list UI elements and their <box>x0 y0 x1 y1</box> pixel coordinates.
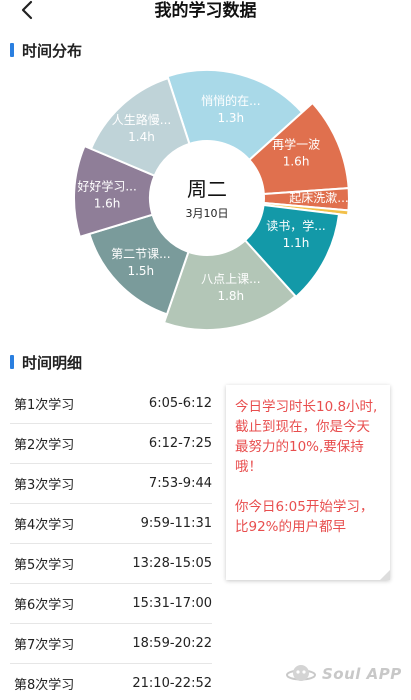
time-distribution-donut: 周二 3月10日 悄悄的在... 1.3h 再学一波 1.6h 起床洗漱... 读书，学.… <box>73 69 350 331</box>
session-time: 9:59-11:31 <box>140 516 212 531</box>
section-distribution-title: 时间分布 <box>22 41 83 60</box>
session-time: 13:28-15:05 <box>132 556 212 571</box>
slice-value-label: 1.8h <box>217 289 244 303</box>
donut-center <box>150 141 264 255</box>
page-title: 我的学习数据 <box>154 1 257 21</box>
note-duration-text: 今日学习时长10.8小时,截止到现在，你是今天最努力的10%,要保持哦！ <box>235 399 378 475</box>
watermark-text: Soul APP <box>322 665 402 683</box>
planet-logo-icon <box>286 665 316 681</box>
session-table: 第1次学习 6:05-6:12 第2次学习 6:12-7:25 第3次学习 7:53-… <box>10 384 212 700</box>
slice-value-label: 1.6h <box>283 155 310 169</box>
table-row: 第8次学习 21:10-22:52 <box>10 664 212 700</box>
session-time: 7:53-9:44 <box>148 476 212 491</box>
session-label: 第5次学习 <box>14 558 75 573</box>
session-label: 第2次学习 <box>14 438 75 453</box>
watermark: Soul APP <box>286 662 402 686</box>
table-row: 第2次学习 6:12-7:25 <box>10 424 212 464</box>
back-arrow-icon[interactable] <box>14 0 42 24</box>
session-label: 第3次学习 <box>14 478 75 493</box>
session-time: 6:05-6:12 <box>148 396 212 411</box>
slice-name-label: 再学一波 <box>272 137 320 152</box>
session-label: 第7次学习 <box>14 638 75 653</box>
slice-name-label: 悄悄的在... <box>201 93 260 108</box>
slice-name-label: 起床洗漱... <box>289 191 348 205</box>
session-label: 第6次学习 <box>14 598 75 613</box>
slice-value-label: 1.5h <box>127 264 154 278</box>
session-time: 6:12-7:25 <box>148 436 212 451</box>
slice-name-label: 人生路慢... <box>112 112 171 127</box>
note-start-text: 你今日6:05开始学习，比92%的用户都早 <box>235 499 374 535</box>
slice-name-label: 第二节课... <box>111 247 170 261</box>
session-time: 15:31-17:00 <box>132 596 212 611</box>
center-date: 3月10日 <box>186 207 229 220</box>
slice-value-label: 1.4h <box>128 130 155 144</box>
table-row: 第1次学习 6:05-6:12 <box>10 384 212 424</box>
center-day: 周二 <box>187 177 227 201</box>
session-label: 第4次学习 <box>14 518 75 533</box>
session-label: 第1次学习 <box>14 398 75 413</box>
slice-value-label: 1.6h <box>94 197 121 211</box>
slice-name-label: 八点上课... <box>201 272 260 286</box>
table-row: 第6次学习 15:31-17:00 <box>10 584 212 624</box>
table-row: 第5次学习 13:28-15:05 <box>10 544 212 584</box>
section-details: 时间明细 <box>10 352 82 372</box>
session-time: 18:59-20:22 <box>132 636 212 651</box>
section-marker <box>10 43 14 57</box>
slice-value-label: 1.3h <box>217 111 244 125</box>
note-fold-corner <box>380 570 390 580</box>
session-label: 第8次学习 <box>14 678 75 693</box>
session-time: 21:10-22:52 <box>132 676 212 691</box>
header: 我的学习数据 <box>0 0 411 24</box>
slice-name-label: 好好学习... <box>77 179 136 194</box>
section-marker <box>10 355 14 369</box>
slice-name-label: 读书，学... <box>266 218 325 233</box>
table-row: 第4次学习 9:59-11:31 <box>10 504 212 544</box>
section-details-title: 时间明细 <box>22 353 83 372</box>
slice-value-label: 1.1h <box>283 236 310 250</box>
table-row: 第7次学习 18:59-20:22 <box>10 624 212 664</box>
section-distribution: 时间分布 <box>10 40 82 60</box>
summary-note: 今日学习时长10.8小时,截止到现在，你是今天最努力的10%,要保持哦！ 你今日… <box>226 385 390 580</box>
table-row: 第3次学习 7:53-9:44 <box>10 464 212 504</box>
